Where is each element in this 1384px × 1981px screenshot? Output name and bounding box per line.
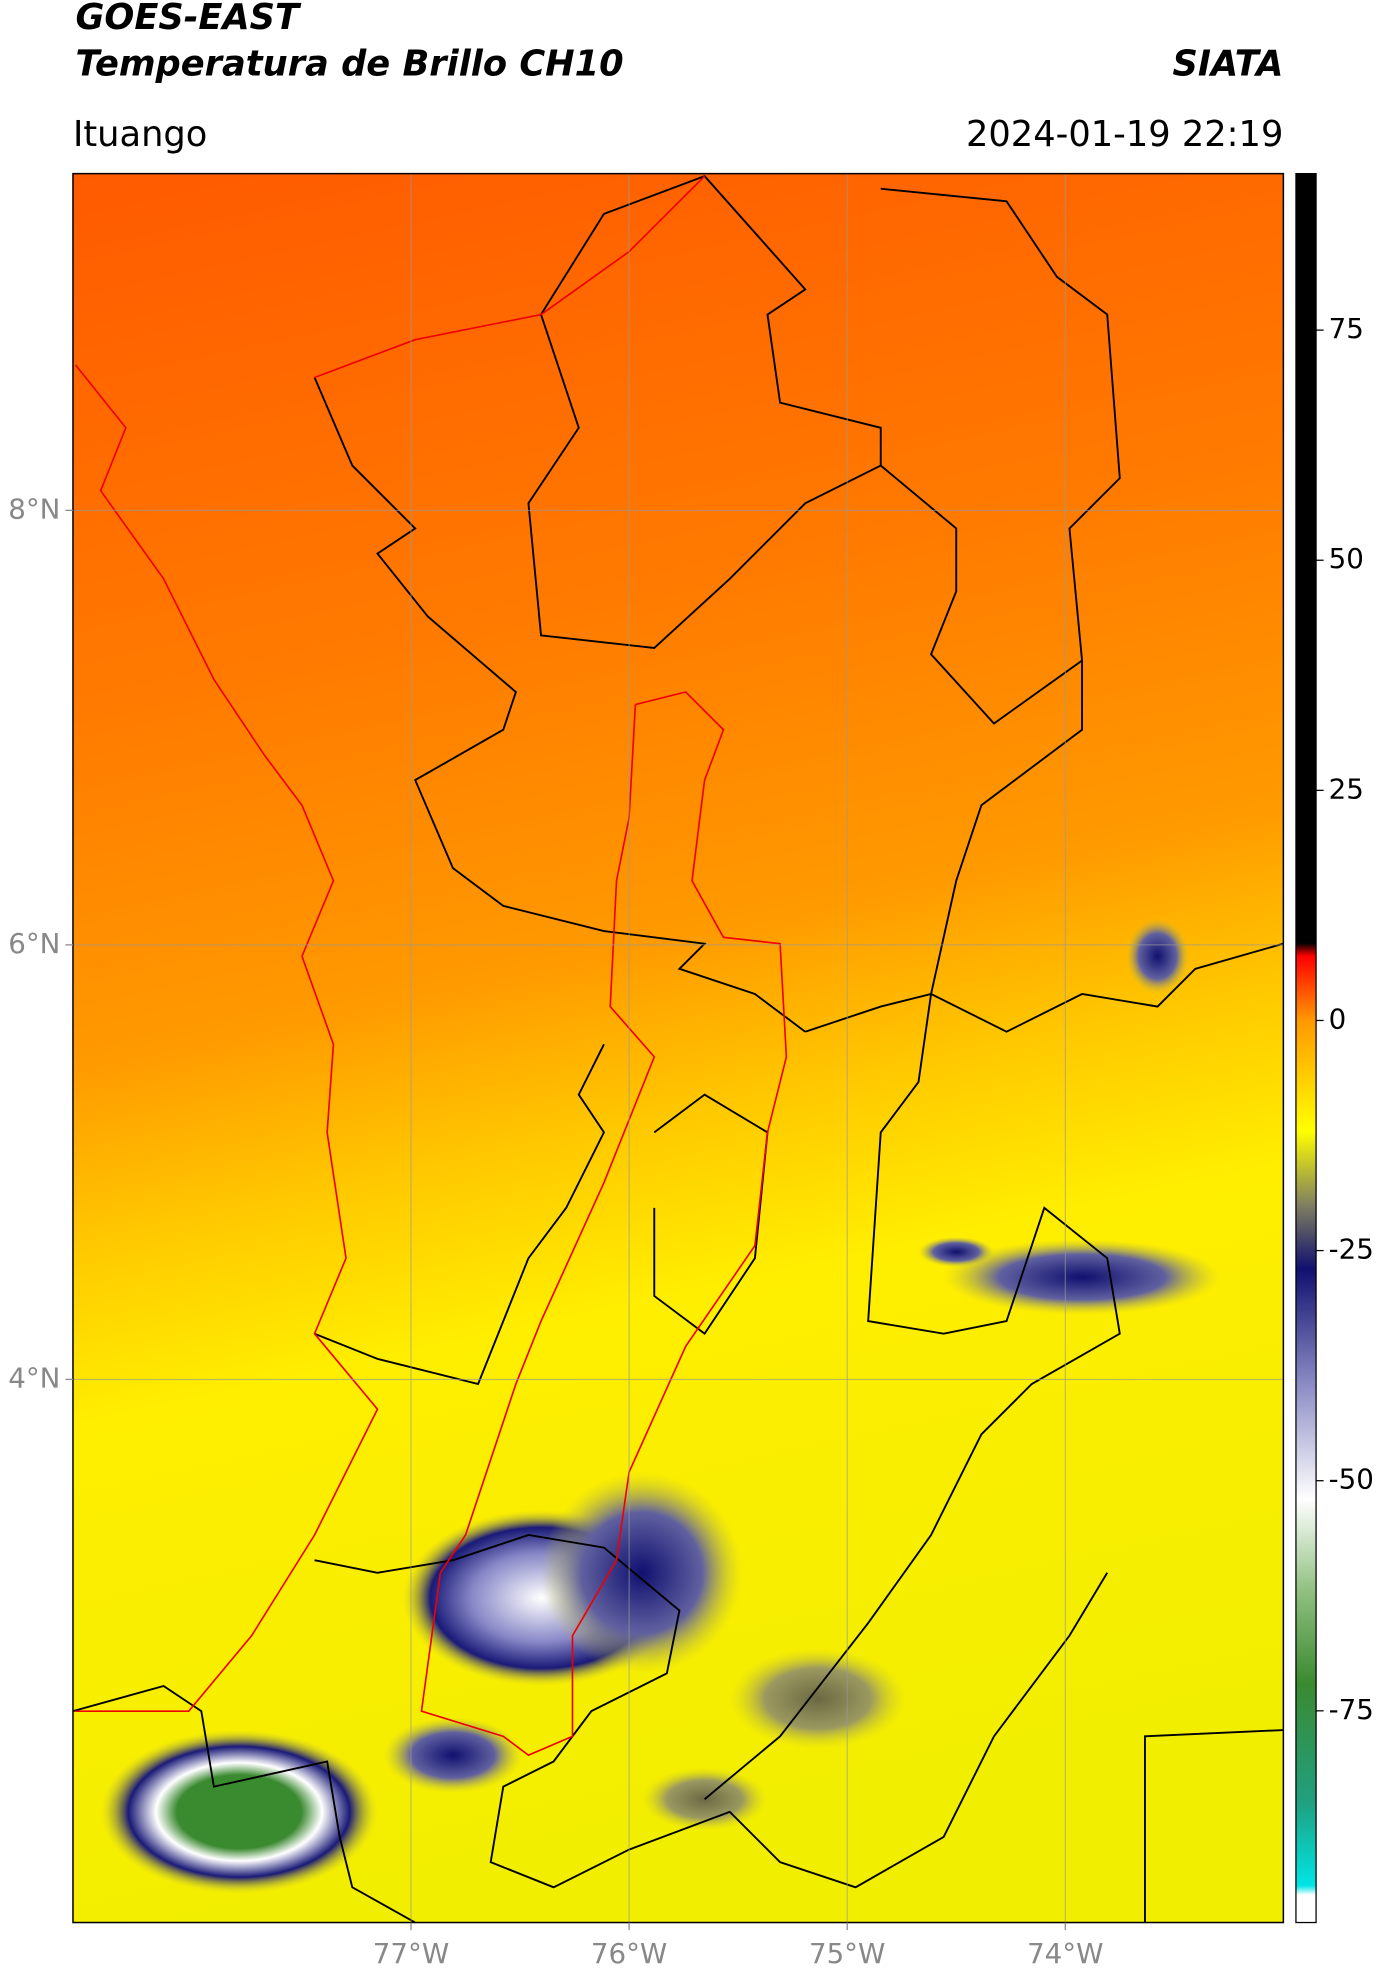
cloud [918,1236,994,1268]
y-tick-label: 6°N [8,927,60,960]
border [314,1534,1109,1889]
colorbar [1295,173,1317,1924]
colorbar-tick-label: 75 [1329,312,1364,345]
grid [72,173,1284,1923]
cloud [943,1239,1221,1315]
colorbar-tick-label: 0 [1329,1002,1347,1035]
colorbar-tick-label: -75 [1329,1693,1374,1726]
border [929,660,1284,1033]
x-tick-label: 76°W [591,1937,667,1970]
coastline [314,175,706,379]
cloud [1126,918,1189,994]
cloud [541,1472,743,1674]
coastline [74,364,379,1712]
colorbar-tick-label: 50 [1329,542,1364,575]
map [72,173,1284,1923]
x-tick-label: 75°W [809,1937,885,1970]
x-tick-label: 74°W [1027,1937,1103,1970]
colorbar-tick-label: -25 [1329,1233,1374,1266]
location: Ituango [73,114,207,155]
colorbar-tick-label: 25 [1329,772,1364,805]
border [72,1684,416,1923]
map-frame [72,172,1285,1924]
y-tick-label: 8°N [8,492,60,525]
border [1144,1729,1284,1923]
cloud [100,1730,378,1894]
subtitle: Temperatura de Brillo CH10 [75,43,623,84]
cloud [383,1717,523,1793]
borders [72,175,1284,1923]
cloud [729,1648,906,1749]
border [703,992,1121,1800]
datetime: 2024-01-19 22:19 [966,114,1283,155]
cloud [641,1767,768,1831]
colorbar-tick-label: -50 [1329,1463,1374,1496]
y-tick-label: 4°N [8,1361,60,1394]
source: SIATA [1172,43,1283,84]
title: GOES-EAST [75,0,302,38]
border [653,1093,769,1336]
border [880,187,1121,725]
plot: GOES-EAST Temperatura de Brillo CH10 SIA… [8,0,1374,1970]
border [313,377,806,1033]
x-tick-label: 77°W [373,1937,449,1970]
